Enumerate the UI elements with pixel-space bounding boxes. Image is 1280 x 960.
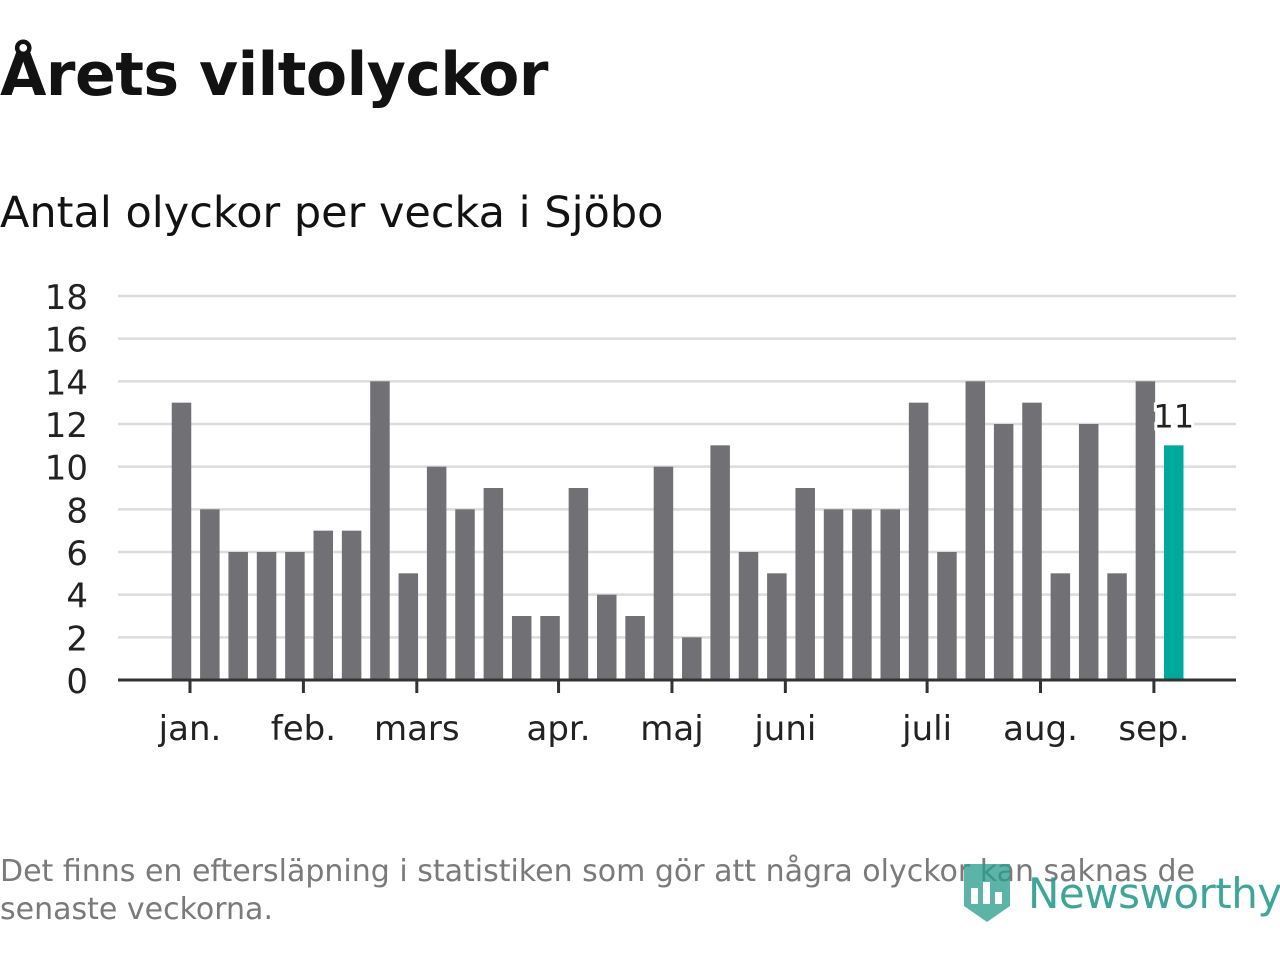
y-tick-label: 6 [66, 534, 88, 574]
bar [455, 509, 475, 680]
bar [682, 637, 702, 680]
bar [625, 616, 645, 680]
x-tick-label: sep. [1118, 709, 1189, 749]
bar [540, 616, 560, 680]
newsworthy-bar-chart-icon [964, 864, 1010, 922]
bar [568, 488, 589, 680]
y-tick-label: 4 [66, 577, 88, 617]
x-tick-label: feb. [271, 709, 336, 749]
x-tick-label: mars [374, 709, 460, 749]
y-tick-label: 10 [45, 449, 88, 489]
bar [256, 552, 277, 680]
x-tick-label: juli [901, 709, 952, 749]
y-tick-label: 2 [66, 619, 88, 659]
y-tick-label: 0 [66, 662, 88, 702]
bar [965, 381, 986, 680]
bar [738, 552, 759, 680]
bar [908, 402, 929, 680]
chart-title: Årets viltolyckor [0, 40, 549, 110]
bar-highlighted [1164, 445, 1184, 680]
annotations: 11 [1150, 394, 1197, 438]
x-tick-label: aug. [1003, 709, 1078, 749]
x-tick-label: maj [640, 709, 703, 749]
bar [880, 509, 900, 680]
x-tick-label: jan. [158, 709, 222, 749]
bar [653, 466, 674, 680]
bar [795, 488, 815, 680]
bar [228, 552, 248, 680]
y-tick-label: 18 [45, 278, 88, 318]
bar [171, 402, 192, 680]
bar [398, 573, 419, 680]
bar [993, 424, 1014, 680]
bar [1078, 424, 1099, 680]
y-tick-label: 14 [45, 363, 88, 403]
y-tick-label: 12 [45, 406, 88, 446]
bar [1022, 402, 1042, 680]
y-tick-label: 8 [66, 491, 88, 531]
bar [200, 509, 220, 680]
logo-text: Newsworthy [1028, 868, 1280, 918]
y-tick-label: 16 [45, 321, 88, 361]
bar [511, 616, 532, 680]
newsworthy-logo: Newsworthy [962, 862, 1280, 924]
bar [483, 488, 504, 680]
bar [1107, 573, 1127, 680]
bar [341, 530, 362, 680]
bar [823, 509, 844, 680]
chart-subtitle: Antal olyckor per vecka i Sjöbo [0, 188, 664, 238]
bar [937, 552, 957, 680]
bar [767, 573, 787, 680]
bar [313, 530, 333, 680]
bar [285, 552, 305, 680]
bar [370, 381, 390, 680]
bar [1135, 381, 1156, 680]
bar [710, 445, 730, 680]
bar [597, 594, 617, 680]
bar [852, 509, 872, 680]
bar [426, 466, 447, 680]
highlight-value-label: 11 [1153, 397, 1194, 435]
bar [1050, 573, 1071, 680]
x-axis-ticks: jan. feb. mars apr. maj juni juli aug. sep. [158, 680, 1189, 749]
bars [171, 381, 1184, 680]
x-tick-label: apr. [527, 709, 591, 749]
x-tick-label: juni [753, 709, 816, 749]
